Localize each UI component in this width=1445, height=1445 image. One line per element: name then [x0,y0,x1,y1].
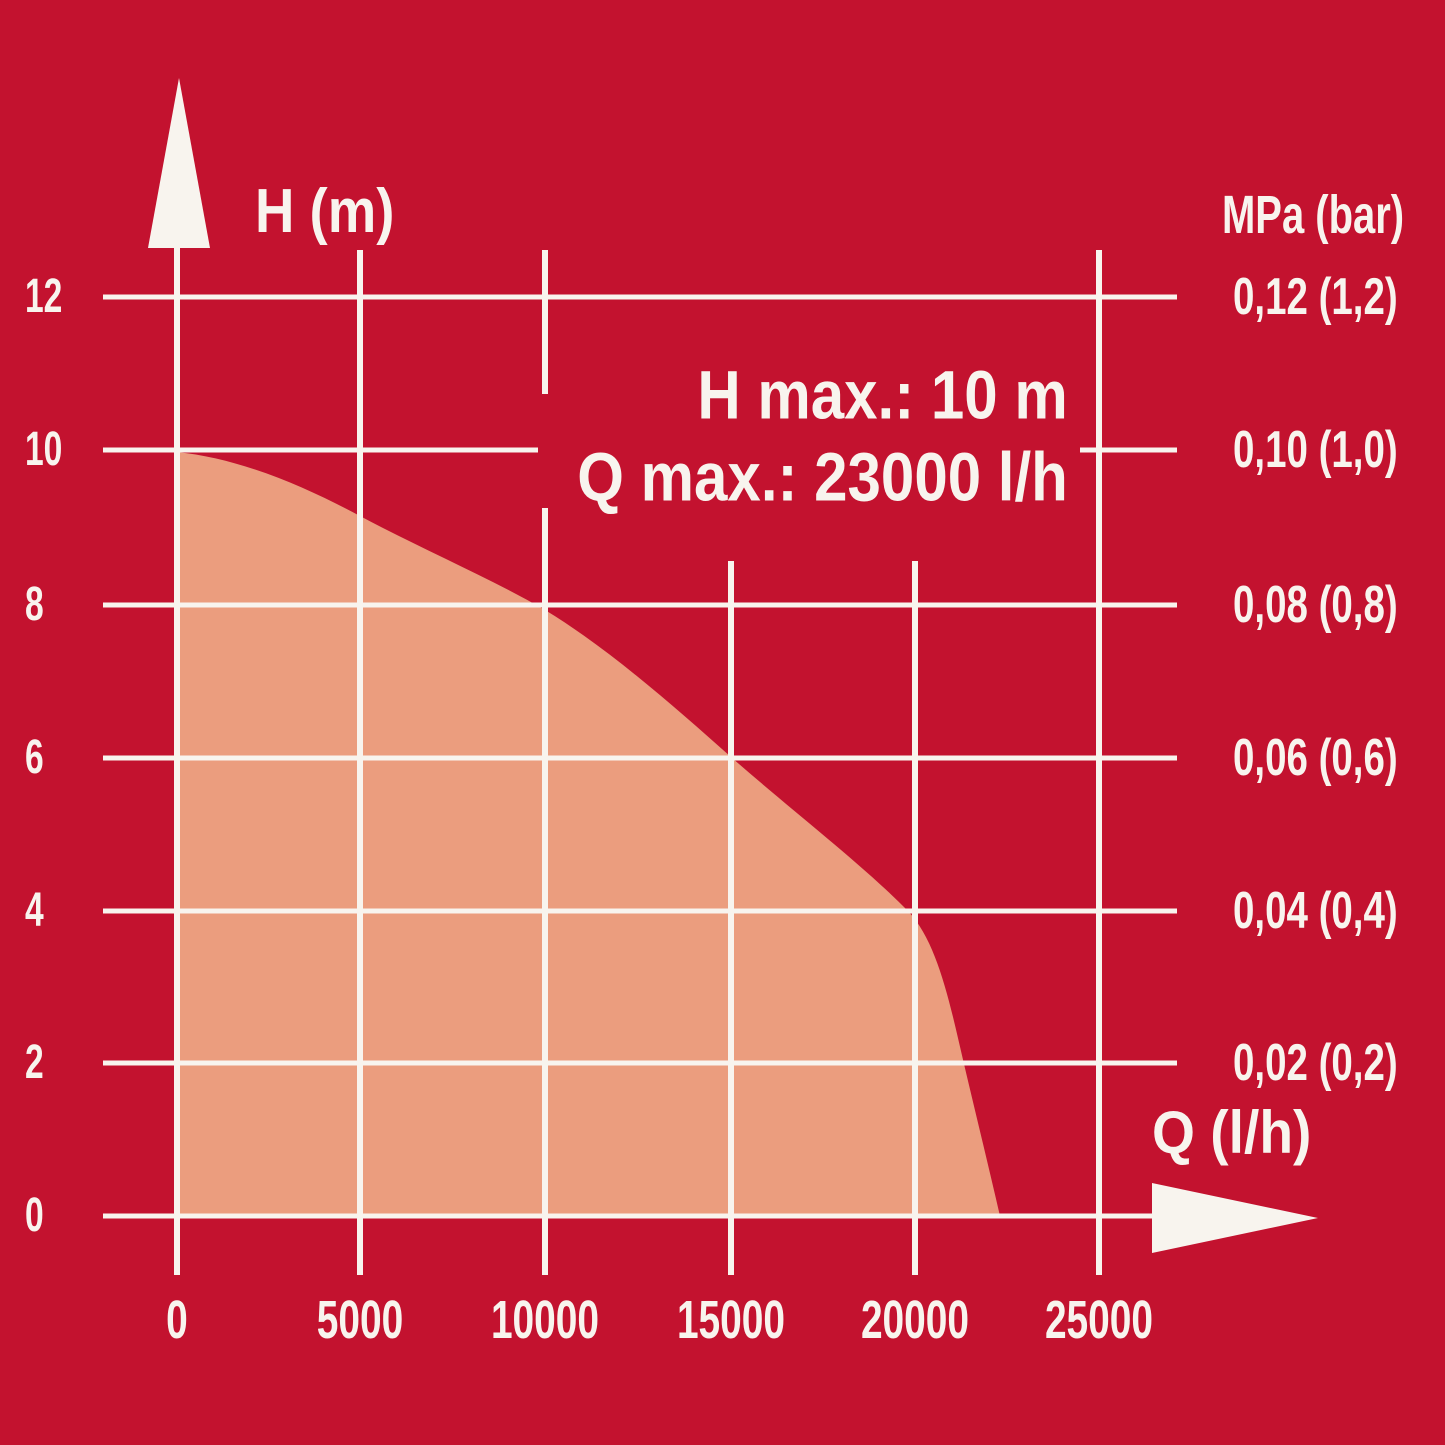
right-axis-unit-label: MPa (bar) [1222,185,1405,245]
right-tick-012: 0,12 (1,2) [1233,268,1398,326]
x-tick-0: 0 [166,1290,188,1350]
x-axis-unit-label: Q (l/h) [1152,1099,1312,1166]
y-tick-0: 0 [25,1189,44,1242]
annotation-knockout [538,394,1080,508]
y-axis-unit-label: H (m) [255,177,395,246]
y-tick-6: 6 [25,731,44,784]
h-axis-arrow-up-icon [148,78,210,248]
right-tick-002: 0,02 (0,2) [1233,1034,1398,1092]
y-tick-12: 12 [25,270,63,323]
y-tick-2: 2 [25,1036,44,1089]
gridlines [103,246,1177,1275]
y-tick-8: 8 [25,578,44,631]
q-max-annotation: Q max.: 23000 l/h [577,438,1068,516]
y-tick-10: 10 [25,423,63,476]
right-tick-004: 0,04 (0,4) [1233,882,1398,940]
x-tick-5000: 5000 [316,1290,404,1350]
y-tick-4: 4 [25,884,44,937]
q-axis-arrow-right-icon [1152,1183,1318,1253]
x-tick-10000: 10000 [490,1290,600,1350]
x-tick-20000: 20000 [860,1290,970,1350]
right-tick-010: 0,10 (1,0) [1233,421,1398,479]
x-tick-15000: 15000 [676,1290,786,1350]
h-max-annotation: H max.: 10 m [697,356,1068,434]
right-tick-006: 0,06 (0,6) [1233,729,1398,787]
pump-curve-area [176,452,1000,1216]
right-tick-008: 0,08 (0,8) [1233,576,1398,634]
x-tick-25000: 25000 [1044,1290,1154,1350]
